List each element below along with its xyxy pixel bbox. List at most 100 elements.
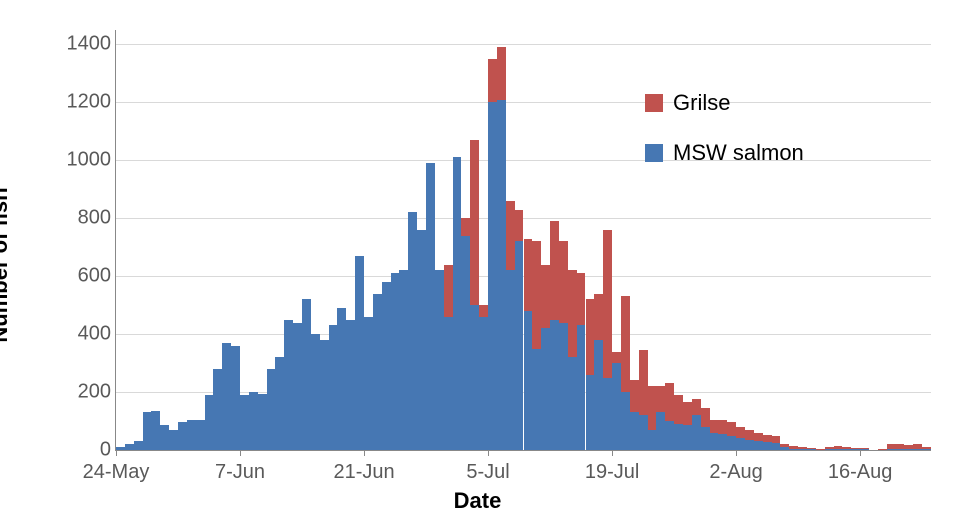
bar-msw — [577, 325, 586, 450]
bar-msw — [134, 441, 143, 450]
x-tick-label: 21-Jun — [333, 461, 394, 484]
x-tick-mark — [116, 450, 117, 456]
bar-msw — [267, 369, 276, 450]
bar-msw — [780, 447, 789, 450]
bar-msw — [515, 241, 524, 450]
bar-msw — [904, 449, 913, 450]
bar-msw — [639, 415, 648, 450]
bar-msw — [151, 411, 160, 450]
bar-msw — [196, 420, 205, 450]
legend-swatch — [645, 94, 663, 112]
bar-msw — [745, 440, 754, 450]
bar-msw — [435, 270, 444, 450]
bar-msw — [187, 420, 196, 450]
bar-msw — [382, 282, 391, 450]
bar-msw — [293, 323, 302, 450]
bar-msw — [701, 427, 710, 450]
x-tick-mark — [488, 450, 489, 456]
bar-msw — [222, 343, 231, 450]
bar-msw — [160, 425, 169, 450]
bar-msw — [355, 256, 364, 450]
bar-msw — [630, 412, 639, 450]
bar-msw — [834, 449, 843, 450]
bar-msw — [284, 320, 293, 450]
x-tick-mark — [736, 450, 737, 456]
bar-msw — [426, 163, 435, 450]
legend-swatch — [645, 144, 663, 162]
y-tick-label: 0 — [51, 439, 111, 462]
bar-msw — [125, 444, 134, 450]
x-tick-label: 24-May — [83, 461, 150, 484]
bar-msw — [710, 433, 719, 450]
fish-run-chart: Number of fish Date 02004006008001000120… — [10, 20, 945, 510]
bar-msw — [807, 449, 816, 450]
bar-msw — [275, 357, 284, 450]
y-tick-label: 200 — [51, 381, 111, 404]
y-tick-label: 1000 — [51, 149, 111, 172]
bar-msw — [488, 102, 497, 450]
plot-area: 020040060080010001200140024-May7-Jun21-J… — [115, 30, 931, 451]
bar-msw — [559, 323, 568, 450]
bar-msw — [249, 392, 258, 450]
bar-grilse — [816, 449, 825, 450]
legend-item: MSW salmon — [645, 140, 804, 166]
y-tick-label: 600 — [51, 265, 111, 288]
bar-msw — [674, 424, 683, 450]
bar-msw — [621, 392, 630, 450]
bar-msw — [461, 236, 470, 450]
bar-msw — [408, 212, 417, 450]
bar-msw — [656, 412, 665, 450]
x-tick-label: 2-Aug — [709, 461, 762, 484]
bar-msw — [842, 449, 851, 450]
y-tick-label: 1400 — [51, 33, 111, 56]
bar-msw — [258, 394, 267, 450]
bar-msw — [373, 294, 382, 450]
bar-msw — [754, 441, 763, 450]
bar-msw — [825, 449, 834, 450]
x-tick-label: 7-Jun — [215, 461, 265, 484]
x-tick-label: 5-Jul — [466, 461, 509, 484]
bar-msw — [594, 340, 603, 450]
x-axis-title: Date — [454, 488, 502, 514]
bar-msw — [169, 430, 178, 450]
bar-msw — [541, 328, 550, 450]
bar-msw — [205, 395, 214, 450]
bar-msw — [532, 349, 541, 450]
x-tick-label: 16-Aug — [828, 461, 893, 484]
bar-msw — [798, 449, 807, 450]
bar-msw — [896, 449, 905, 450]
bar-msw — [568, 357, 577, 450]
bar-msw — [417, 230, 426, 450]
bar-msw — [337, 308, 346, 450]
x-tick-label: 19-Jul — [585, 461, 639, 484]
bar-msw — [444, 317, 453, 450]
bar-msw — [453, 157, 462, 450]
bar-msw — [479, 317, 488, 450]
bar-msw — [178, 422, 187, 450]
bar-msw — [364, 317, 373, 450]
bar-msw — [603, 378, 612, 450]
bar-msw — [116, 447, 125, 450]
bar-msw — [470, 305, 479, 450]
bar-msw — [399, 270, 408, 450]
bar-msw — [391, 273, 400, 450]
bar-msw — [789, 449, 798, 450]
x-tick-mark — [860, 450, 861, 456]
bar-msw — [143, 412, 152, 450]
y-tick-label: 400 — [51, 323, 111, 346]
y-tick-label: 800 — [51, 207, 111, 230]
bar-msw — [524, 311, 533, 450]
legend: Grilse MSW salmon — [645, 90, 804, 190]
bar-grilse — [878, 449, 887, 450]
legend-label: Grilse — [673, 90, 730, 116]
bar-msw — [240, 395, 249, 450]
bar-msw — [692, 415, 701, 450]
bar-msw — [683, 425, 692, 450]
bar-msw — [736, 438, 745, 450]
bar-msw — [586, 375, 595, 450]
bar-msw — [213, 369, 222, 450]
bar-msw — [346, 320, 355, 450]
x-tick-mark — [240, 450, 241, 456]
bar-msw — [860, 449, 869, 450]
bar-msw — [311, 334, 320, 450]
